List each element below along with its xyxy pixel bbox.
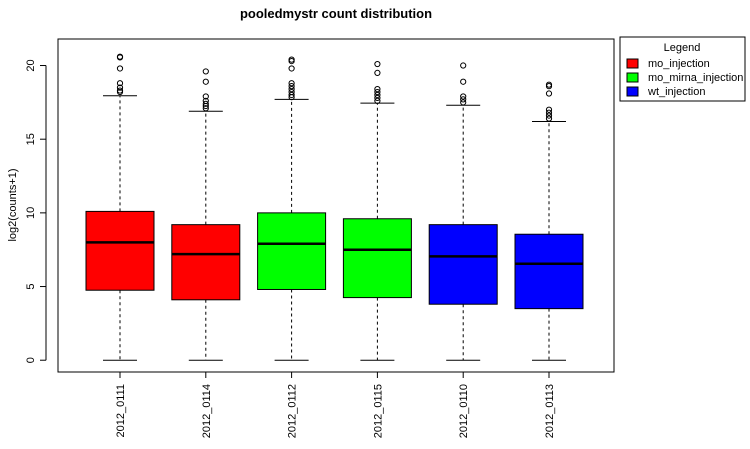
chart-title: pooledmystr count distribution [240, 6, 432, 21]
outlier-point [202, 68, 209, 75]
legend-title: Legend [664, 42, 701, 54]
legend-entry: mo_mirna_injection [626, 72, 743, 84]
box-iqr [171, 224, 241, 301]
outlier-point [288, 91, 295, 99]
box-iqr [514, 233, 584, 310]
outlier-point [116, 84, 124, 91]
outlier-point [545, 115, 553, 122]
outlier-point [460, 96, 467, 103]
outlier-point [116, 87, 124, 94]
outlier-point [202, 78, 209, 85]
legend-swatch [626, 58, 639, 69]
outlier-point [116, 65, 124, 72]
x-axis: 2012_0111 2012_0114 2012_0112 2012_0115 2012… [115, 371, 556, 438]
x-tick-label: 2012_0111 [115, 384, 127, 437]
legend-swatch [626, 86, 639, 97]
outlier-point [288, 65, 295, 72]
boxes-layer [85, 53, 584, 361]
outlier-point [288, 85, 295, 93]
outlier-point [374, 97, 381, 104]
outlier-point [374, 69, 381, 76]
outlier-point [288, 56, 295, 63]
x-tick-label: 2012_0115 [372, 384, 384, 438]
outlier-point [374, 91, 381, 99]
outlier-point [545, 112, 553, 119]
x-tick-label: 2012_0112 [287, 384, 299, 438]
box-2012_0113 [514, 81, 584, 361]
y-tick-label: 20 [25, 59, 37, 71]
box-2012_0115 [342, 60, 412, 361]
outlier-point [545, 106, 553, 113]
y-tick-label: 0 [25, 357, 37, 363]
x-tick-label: 2012_0114 [201, 384, 213, 438]
outlier-point [116, 80, 124, 87]
outlier-point [288, 83, 295, 90]
y-tick-label: 15 [25, 133, 37, 145]
legend-frame [619, 36, 746, 102]
x-tick-label: 2012_0110 [458, 384, 470, 438]
outlier-point [288, 80, 295, 87]
outlier-point [116, 53, 124, 60]
outlier-point [288, 88, 295, 96]
legend-entries: mo_injection mo_mirna_injection wt_injecti… [626, 58, 743, 98]
box-2012_0110 [428, 62, 498, 361]
box-iqr [85, 210, 155, 291]
outlier-point [374, 88, 381, 96]
outlier-point [460, 78, 467, 85]
box-2012_0112 [257, 56, 327, 361]
plot-frame [57, 38, 615, 373]
x-tick-label: 2012_0113 [544, 384, 556, 438]
y-tick-label: 5 [25, 283, 37, 289]
legend-label: mo_mirna_injection [648, 72, 743, 84]
box-iqr [257, 212, 327, 290]
outlier-point [374, 85, 381, 93]
box-2012_0114 [171, 68, 241, 361]
outlier-point [202, 93, 209, 100]
y-axis: 0 5 10 15 20 [25, 59, 47, 363]
outlier-point [460, 62, 467, 69]
outlier-point [202, 100, 209, 107]
outlier-point [202, 97, 209, 104]
box-iqr [342, 218, 412, 299]
outlier-point [374, 94, 381, 102]
legend-label: wt_injection [647, 86, 705, 98]
outlier-point [545, 109, 553, 116]
legend-label: mo_injection [648, 58, 710, 70]
y-tick-label: 10 [25, 207, 37, 219]
box-2012_0111 [85, 53, 155, 361]
box-iqr [428, 224, 498, 305]
legend: Legend mo_injection mo_mirna_injection wt_… [619, 36, 746, 102]
outlier-point [460, 99, 467, 106]
legend-entry: mo_injection [626, 58, 710, 70]
outlier-point [545, 90, 553, 97]
outlier-point [374, 60, 381, 68]
outlier-point [545, 81, 553, 88]
y-axis-label: log2(counts+1) [7, 168, 19, 241]
legend-entry: wt_injection [626, 86, 705, 98]
legend-swatch [626, 72, 639, 83]
outlier-point [460, 93, 467, 100]
outlier-point [202, 105, 209, 112]
